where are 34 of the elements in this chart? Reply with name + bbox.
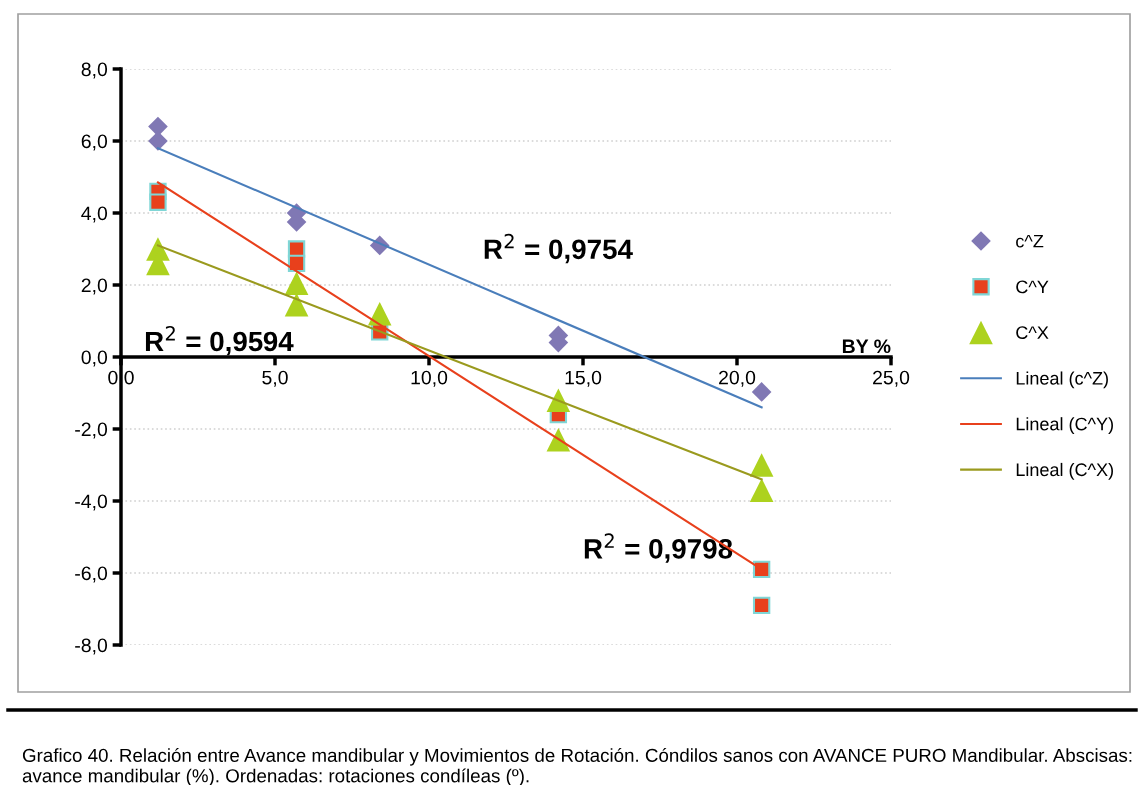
point (148, 116, 168, 137)
x-tick-label: 5,0 (262, 370, 288, 387)
x-tick-label: 15,0 (565, 370, 602, 387)
legend-label: Lineal (C^Y) (1016, 417, 1113, 434)
point (284, 271, 309, 296)
legend-label: c^Z (1016, 234, 1044, 248)
point (749, 478, 774, 503)
point (367, 301, 392, 326)
y-tick-label: 8,0 (81, 62, 108, 79)
y-tick-label: -4,0 (75, 494, 108, 511)
x-tick-label: 20,0 (719, 370, 756, 387)
legend-label: Lineal (C^X) (1016, 462, 1113, 480)
x-tick-label: 10,0 (411, 370, 448, 387)
y-tick-label: 0,0 (81, 350, 108, 367)
x-axis-title: BY % (842, 339, 891, 354)
y-tick-label: 6,0 (81, 134, 108, 151)
point (149, 193, 167, 211)
annotation: R$^{2}$ = 0,9798 (584, 533, 733, 563)
annotation: R$^{2}$ = 0,9754 (484, 233, 633, 264)
y-tick-label: 4,0 (81, 206, 108, 223)
annotation: R$^{2}$ = 0,9594 (145, 325, 294, 356)
point (749, 453, 774, 477)
x-tick-label: 25,0 (873, 370, 910, 387)
point (752, 560, 771, 579)
legend-label: C^Y (1016, 280, 1049, 294)
y-tick-label: -6,0 (75, 566, 108, 583)
point (148, 131, 168, 151)
y-tick-label: -2,0 (75, 422, 108, 439)
y-tick-label: -8,0 (75, 638, 108, 655)
y-tick-label: 2,0 (81, 278, 108, 295)
point (284, 292, 309, 317)
legend-label: C^X (1016, 326, 1049, 339)
legend-label: Lineal (c^Z) (1016, 371, 1108, 389)
point (752, 596, 771, 615)
